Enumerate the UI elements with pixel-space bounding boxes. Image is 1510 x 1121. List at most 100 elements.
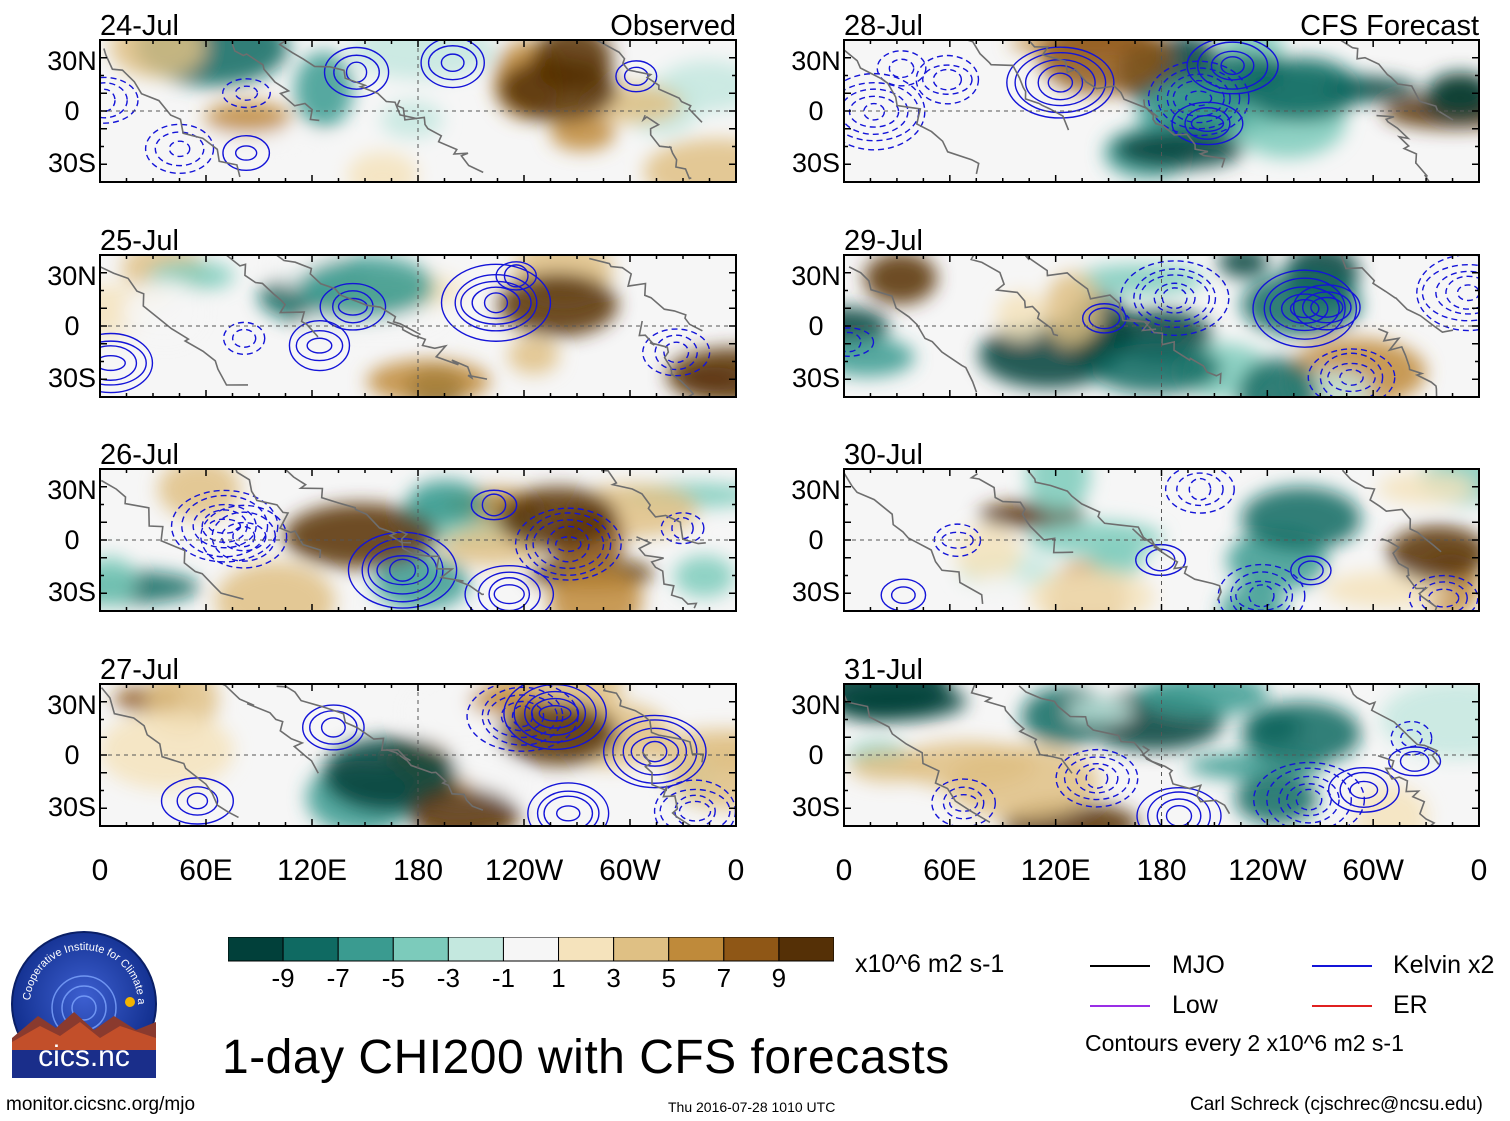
colorbar-label: -1 xyxy=(491,963,516,993)
panel-tag: Observed xyxy=(610,10,736,42)
colorbar-bin xyxy=(228,937,284,962)
kelvin-contour xyxy=(671,517,694,540)
kelvin-contour xyxy=(1047,72,1074,93)
coastline xyxy=(600,469,706,545)
coastline xyxy=(100,265,249,386)
kelvin-contour xyxy=(1310,296,1344,318)
colorbar-bin xyxy=(337,937,394,962)
chart-title: 1-day CHI200 with CFS forecasts xyxy=(222,1031,950,1084)
anomaly-blob xyxy=(100,711,234,790)
anomaly-blob xyxy=(1075,264,1205,295)
kelvin-contour xyxy=(1184,107,1231,140)
anomaly-blob xyxy=(322,737,458,813)
kelvin-contour xyxy=(1161,287,1188,310)
y-tick-label: 30S xyxy=(48,363,96,393)
kelvin-contour xyxy=(440,53,465,72)
anomaly-blob xyxy=(1066,698,1134,723)
kelvin-contour xyxy=(1186,40,1279,95)
kelvin-contour xyxy=(1147,791,1211,826)
kelvin-contour xyxy=(481,493,507,517)
anomaly-blob xyxy=(995,291,1047,340)
kelvin-contour xyxy=(602,714,707,789)
coastline xyxy=(1025,469,1163,552)
anomaly-blob xyxy=(674,555,735,598)
anomaly-blob xyxy=(1027,520,1164,556)
y-tick-label: 0 xyxy=(808,311,823,341)
kelvin-contour xyxy=(1147,60,1250,137)
y-tick-label: 30N xyxy=(47,475,97,505)
anomaly-blob xyxy=(1234,772,1318,825)
anomaly-blob xyxy=(204,101,292,134)
y-tick-label: 0 xyxy=(64,740,79,770)
colorbar-label: -5 xyxy=(381,963,405,993)
kelvin-contour xyxy=(144,123,215,175)
coastline xyxy=(1143,99,1226,168)
kelvin-contour xyxy=(1135,543,1187,577)
kelvin-contour xyxy=(615,60,658,93)
kelvin-contour xyxy=(471,286,521,320)
kelvin-contour xyxy=(1171,101,1244,146)
kelvin-contour xyxy=(388,558,417,582)
panel-date: 27-Jul xyxy=(100,654,179,686)
kelvin-contour xyxy=(1427,588,1460,608)
coastline xyxy=(1338,40,1454,121)
kelvin-contour xyxy=(514,507,622,581)
coastline xyxy=(1376,114,1431,182)
kelvin-contour xyxy=(1278,775,1340,824)
footer-url: monitor.cicsnc.org/mjo xyxy=(6,1094,196,1115)
anomaly-blob xyxy=(550,114,616,151)
kelvin-contour xyxy=(524,690,587,736)
coastline xyxy=(589,257,703,332)
kelvin-contour xyxy=(222,78,271,109)
x-tick-label: 0 xyxy=(836,854,853,887)
kelvin-contour xyxy=(547,525,590,563)
y-tick-label: 30S xyxy=(792,363,840,393)
colorbar xyxy=(228,937,834,962)
legend-mjo-line xyxy=(1090,965,1150,967)
kelvin-contour xyxy=(170,489,279,563)
kelvin-contour xyxy=(295,329,344,362)
kelvin-contour xyxy=(1136,787,1222,826)
coastline xyxy=(636,536,698,609)
colorbar-bin xyxy=(723,937,780,962)
anomaly-blob xyxy=(100,556,137,607)
kelvin-contour xyxy=(1390,720,1433,756)
kelvin-contour xyxy=(302,704,365,751)
kelvin-contour xyxy=(1196,41,1269,90)
anomaly-blob xyxy=(294,51,354,128)
anomaly-core xyxy=(1241,486,1362,551)
colorbar-label: 3 xyxy=(606,963,621,993)
anomaly-blob xyxy=(1218,255,1269,278)
kelvin-contour xyxy=(1248,584,1275,608)
anomaly-blob xyxy=(409,787,519,826)
colorbar-label: 5 xyxy=(661,963,676,993)
kelvin-contour xyxy=(487,694,558,739)
coastline xyxy=(275,255,421,336)
kelvin-contour xyxy=(555,536,582,553)
kelvin-contour xyxy=(1289,299,1320,319)
anomaly-blob xyxy=(1039,40,1170,95)
coastline xyxy=(224,255,319,338)
kelvin-contour xyxy=(844,72,926,151)
coastline xyxy=(1340,255,1454,333)
coastline xyxy=(386,748,484,811)
coastline xyxy=(1018,685,1164,768)
colorbar-label: -9 xyxy=(271,963,295,993)
kelvin-contour xyxy=(234,85,259,101)
kelvin-contour xyxy=(376,555,429,586)
anomaly-blob xyxy=(849,751,931,783)
kelvin-contour xyxy=(1164,469,1235,514)
kelvin-contour xyxy=(1290,555,1332,586)
kelvin-contour xyxy=(511,705,534,728)
anomaly-blob xyxy=(1377,472,1476,505)
y-tick-label: 30N xyxy=(47,690,97,720)
kelvin-contour xyxy=(876,50,927,87)
kelvin-contour xyxy=(525,512,612,576)
colorbar-label: -7 xyxy=(326,963,350,993)
kelvin-contour xyxy=(420,40,485,89)
kelvin-contour xyxy=(1229,571,1294,611)
kelvin-contour xyxy=(1014,51,1107,114)
kelvin-contour xyxy=(654,334,698,371)
kelvin-contour xyxy=(470,489,518,521)
kelvin-contour xyxy=(1435,270,1479,315)
